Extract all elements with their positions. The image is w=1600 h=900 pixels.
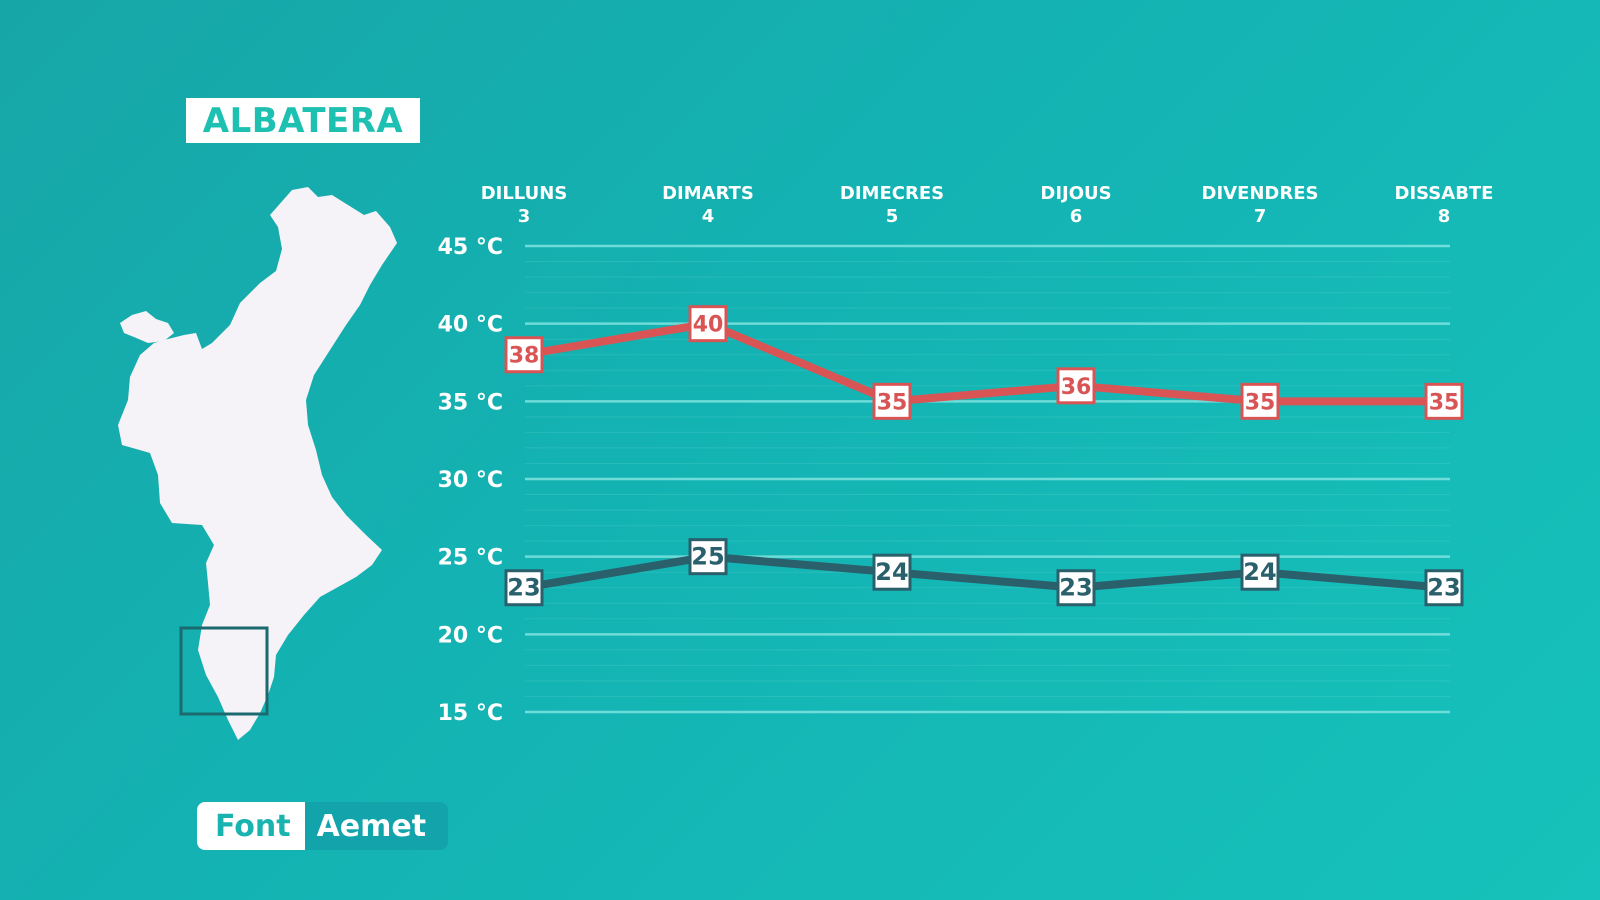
day-date-label: 5 (886, 206, 899, 227)
data-point-label: 24 (1243, 558, 1276, 586)
data-point-box (872, 382, 912, 420)
y-tick-label: 45 °C (438, 235, 503, 260)
day-date-label: 8 (1438, 206, 1451, 227)
data-point-box (1240, 553, 1280, 591)
data-point-box (1424, 569, 1464, 607)
source-value: Aemet (304, 802, 449, 850)
y-tick-label: 40 °C (438, 313, 503, 338)
day-name-label: DIMECRES (840, 183, 944, 204)
data-point-min: 23 (504, 569, 544, 607)
series-line-max (520, 319, 1448, 406)
data-point-box (1240, 382, 1280, 420)
day-date-label: 7 (1254, 206, 1267, 227)
major-grid (525, 244, 1450, 714)
source-label: Font (197, 802, 305, 850)
data-point-min: 23 (1056, 569, 1096, 607)
data-point-max: 40 (688, 305, 728, 343)
data-point-box (504, 569, 544, 607)
data-point-label: 38 (509, 344, 540, 369)
data-point-min: 23 (1424, 569, 1464, 607)
location-title: ALBATERA (202, 100, 404, 141)
data-point-label: 23 (1059, 574, 1092, 602)
series-points: 38 40 35 36 35 35 23 25 24 23 24 23 (504, 305, 1464, 607)
data-point-label: 35 (877, 390, 908, 415)
y-tick-label: 35 °C (438, 390, 503, 415)
data-point-max: 36 (1056, 367, 1096, 405)
y-tick-label: 30 °C (438, 468, 503, 493)
data-point-max: 38 (504, 336, 544, 374)
data-point-box (504, 336, 544, 374)
data-point-min: 24 (1240, 553, 1280, 591)
y-tick-label: 25 °C (438, 546, 503, 571)
valencia-map-icon (118, 187, 397, 740)
data-point-label: 35 (1429, 390, 1460, 415)
data-point-max: 35 (1240, 382, 1280, 420)
day-name-label: DIJOUS (1040, 183, 1111, 204)
data-point-label: 24 (875, 558, 908, 586)
data-point-box (688, 538, 728, 576)
area-highlight-box (179, 626, 269, 716)
data-point-box (688, 305, 728, 343)
day-name-label: DIMARTS (662, 183, 754, 204)
series-lines (520, 319, 1448, 592)
data-point-min: 24 (872, 553, 912, 591)
data-point-max: 35 (872, 382, 912, 420)
data-point-label: 25 (691, 543, 724, 571)
y-axis-ticks: 45 °C 40 °C 35 °C 30 °C 25 °C 20 °C 15 °C (438, 235, 503, 726)
data-point-box (1056, 367, 1096, 405)
data-point-box (872, 553, 912, 591)
day-name-label: DIVENDRES (1202, 183, 1319, 204)
location-title-box: ALBATERA (186, 98, 420, 143)
source-badge: Font Aemet (197, 802, 449, 850)
data-point-box (1056, 569, 1096, 607)
data-point-min: 25 (688, 538, 728, 576)
data-point-label: 35 (1245, 390, 1276, 415)
data-point-label: 40 (693, 313, 724, 338)
day-name-label: DISSABTE (1395, 183, 1494, 204)
y-tick-label: 20 °C (438, 623, 503, 648)
data-point-label: 23 (507, 574, 540, 602)
data-point-box (1424, 382, 1464, 420)
day-date-label: 6 (1070, 206, 1083, 227)
day-name-label: DILLUNS (481, 183, 568, 204)
region-map (110, 185, 410, 765)
y-tick-label: 15 °C (438, 701, 503, 726)
data-point-label: 23 (1427, 574, 1460, 602)
day-date-label: 4 (702, 206, 715, 227)
day-date-label: 3 (518, 206, 531, 227)
data-point-max: 35 (1424, 382, 1464, 420)
minor-grid (525, 261, 1450, 697)
series-line-min (520, 552, 1448, 592)
data-point-label: 36 (1061, 375, 1092, 400)
